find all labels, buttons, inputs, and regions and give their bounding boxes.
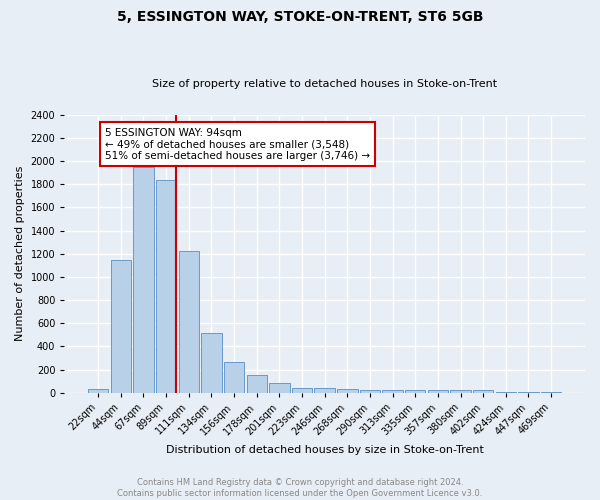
Y-axis label: Number of detached properties: Number of detached properties (15, 166, 25, 342)
Text: Contains HM Land Registry data © Crown copyright and database right 2024.
Contai: Contains HM Land Registry data © Crown c… (118, 478, 482, 498)
Bar (473, 390, 493, 392)
Bar (360, 390, 380, 392)
Bar (451, 390, 471, 392)
Bar (201, 333, 221, 392)
Bar (133, 167, 154, 392)
Bar (110, 260, 131, 392)
Bar (156, 180, 176, 392)
Text: 5 ESSINGTON WAY: 94sqm
← 49% of detached houses are smaller (3,548)
51% of semi-: 5 ESSINGTON WAY: 94sqm ← 49% of detached… (105, 128, 370, 160)
Bar (88, 390, 109, 392)
Bar (179, 252, 199, 392)
Title: Size of property relative to detached houses in Stoke-on-Trent: Size of property relative to detached ho… (152, 79, 497, 89)
Bar (292, 388, 312, 392)
Bar (224, 362, 244, 392)
Bar (428, 390, 448, 392)
Bar (247, 376, 267, 392)
Bar (337, 388, 358, 392)
X-axis label: Distribution of detached houses by size in Stoke-on-Trent: Distribution of detached houses by size … (166, 445, 484, 455)
Bar (405, 390, 425, 392)
Bar (382, 390, 403, 392)
Text: 5, ESSINGTON WAY, STOKE-ON-TRENT, ST6 5GB: 5, ESSINGTON WAY, STOKE-ON-TRENT, ST6 5G… (117, 10, 483, 24)
Bar (314, 388, 335, 392)
Bar (269, 384, 290, 392)
